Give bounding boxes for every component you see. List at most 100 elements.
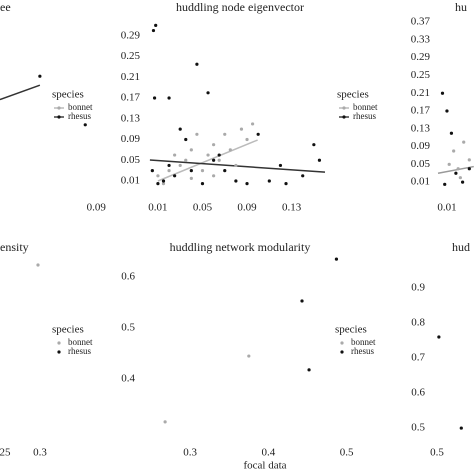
legend-label: bonnet bbox=[351, 337, 376, 347]
legend-label: rhesus bbox=[68, 111, 91, 121]
point bbox=[458, 176, 462, 180]
legend-label: rhesus bbox=[351, 346, 374, 356]
legend-key bbox=[57, 341, 61, 345]
point bbox=[223, 169, 227, 173]
point bbox=[447, 162, 451, 166]
point bbox=[200, 181, 205, 186]
x-tick-label: 0.3 bbox=[33, 447, 47, 459]
point bbox=[178, 163, 182, 168]
point bbox=[307, 368, 311, 372]
point bbox=[440, 91, 445, 95]
legend-key bbox=[340, 350, 344, 354]
point bbox=[462, 140, 466, 144]
point bbox=[452, 149, 456, 153]
trend-line bbox=[149, 159, 326, 173]
y-tick-label: 0.17 bbox=[411, 105, 431, 117]
point bbox=[189, 169, 193, 173]
point bbox=[156, 174, 160, 178]
legend-key bbox=[342, 106, 346, 110]
point bbox=[239, 127, 244, 131]
x-tick-label: 0.4 bbox=[262, 447, 276, 459]
legend-key bbox=[340, 341, 344, 345]
y-tick-label: 0.21 bbox=[411, 87, 430, 99]
legend-key bbox=[57, 350, 61, 354]
point bbox=[443, 182, 447, 186]
point bbox=[250, 122, 255, 126]
point bbox=[212, 143, 216, 147]
y-tick-label: 0.25 bbox=[121, 50, 141, 62]
point bbox=[437, 335, 441, 339]
y-tick-label: 0.05 bbox=[121, 154, 141, 166]
point bbox=[278, 163, 283, 168]
chart-title: ee bbox=[0, 0, 11, 14]
x-axis-label: focal data bbox=[243, 460, 286, 472]
point bbox=[189, 148, 193, 152]
y-tick-label: 0.33 bbox=[411, 33, 431, 45]
point bbox=[184, 158, 188, 162]
point bbox=[334, 257, 339, 261]
legend-label: rhesus bbox=[353, 111, 376, 121]
point bbox=[161, 179, 166, 183]
point bbox=[217, 153, 221, 157]
legend-title: species bbox=[52, 89, 84, 101]
legend-title: species bbox=[335, 324, 367, 336]
point bbox=[154, 23, 158, 27]
point bbox=[217, 158, 221, 162]
chart-title: huddling network modularity bbox=[170, 240, 311, 254]
point bbox=[178, 127, 182, 131]
x-tick-label: 0.09 bbox=[87, 202, 107, 214]
point bbox=[167, 96, 171, 100]
y-tick-label: 0.29 bbox=[411, 51, 431, 63]
point bbox=[461, 180, 465, 184]
y-tick-label: 0.8 bbox=[411, 317, 425, 329]
point bbox=[247, 354, 251, 358]
point bbox=[195, 132, 199, 136]
point bbox=[83, 123, 87, 127]
point bbox=[184, 137, 188, 142]
y-tick-label: 0.6 bbox=[121, 271, 135, 283]
point bbox=[456, 167, 460, 171]
x-tick-label: 0.09 bbox=[237, 202, 257, 214]
y-tick-label: 0.5 bbox=[411, 422, 425, 434]
point bbox=[173, 174, 177, 178]
y-tick-label: 0.37 bbox=[411, 16, 431, 28]
point bbox=[173, 153, 177, 157]
point bbox=[189, 176, 193, 181]
y-tick-label: 0.5 bbox=[121, 322, 135, 334]
point bbox=[228, 148, 232, 152]
point bbox=[459, 426, 463, 430]
point bbox=[152, 96, 157, 100]
y-tick-label: 0.09 bbox=[411, 140, 431, 152]
point bbox=[467, 167, 471, 171]
point bbox=[301, 174, 305, 178]
point bbox=[317, 158, 322, 162]
point bbox=[161, 181, 166, 186]
legend-label: bonnet bbox=[68, 337, 93, 347]
x-tick-label: 0.01 bbox=[437, 202, 456, 214]
legend-label: bonnet bbox=[68, 102, 93, 112]
y-tick-label: 0.01 bbox=[121, 175, 140, 187]
point bbox=[454, 171, 458, 175]
point bbox=[167, 169, 171, 173]
point bbox=[212, 174, 216, 178]
point bbox=[467, 158, 471, 162]
point bbox=[449, 131, 454, 135]
point bbox=[245, 181, 249, 186]
x-tick-label: 0.3 bbox=[183, 447, 197, 459]
point bbox=[167, 163, 171, 168]
point bbox=[234, 163, 238, 168]
point bbox=[300, 299, 304, 303]
point bbox=[163, 420, 167, 424]
legend-title: species bbox=[52, 324, 84, 336]
y-tick-label: 0.13 bbox=[121, 112, 141, 124]
point bbox=[206, 153, 210, 157]
legend-key bbox=[57, 115, 61, 119]
y-tick-label: 0.09 bbox=[121, 133, 141, 145]
point bbox=[150, 169, 154, 173]
legend-label: rhesus bbox=[68, 346, 91, 356]
legend-label: bonnet bbox=[353, 102, 378, 112]
point bbox=[206, 91, 210, 95]
y-tick-label: 0.29 bbox=[121, 29, 141, 41]
chart-title: ensity bbox=[0, 240, 29, 254]
